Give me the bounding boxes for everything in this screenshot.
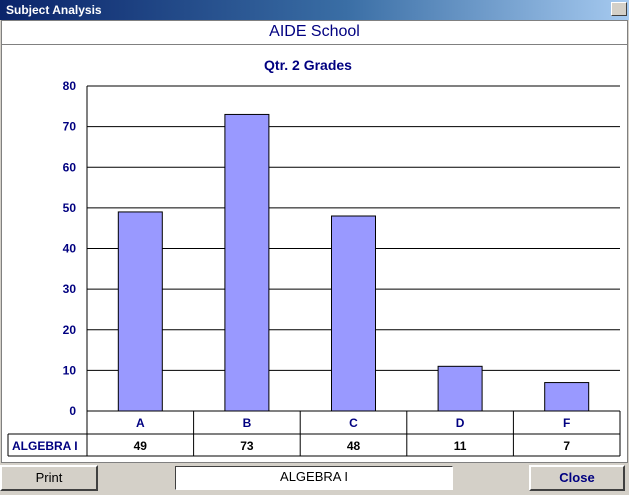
category-label: A [136,416,145,430]
category-label: C [349,416,358,430]
bar [331,215,376,412]
data-value-label: 49 [134,439,148,453]
chart-title: Qtr. 2 Grades [264,57,352,73]
y-tick-label: 30 [63,282,77,296]
y-tick-label: 0 [69,404,76,418]
y-tick-label: 80 [63,79,77,93]
title-bar: Subject Analysis [0,0,629,20]
y-tick-label: 70 [63,120,77,134]
chart-panel: AIDE School Qtr. 2 Grades 0 10 20 30 40 50 60 7… [1,20,628,463]
bar [437,365,483,412]
bar [544,382,590,412]
subject-field: ALGEBRA I [175,466,453,490]
button-bar: Print ALGEBRA I Close [0,463,629,495]
data-value-label: 48 [347,439,361,453]
data-value-label: 7 [563,439,570,453]
window-close-button[interactable] [611,2,627,16]
data-value-label: 11 [454,439,467,453]
category-label: D [456,416,465,430]
header-divider [2,44,627,45]
grades-chart: Qtr. 2 Grades 0 10 20 30 40 50 60 70 80 A 49 B 73 C 4… [7,57,621,457]
category-label: B [243,416,252,430]
close-button[interactable]: Close [529,465,625,491]
category-label: F [563,416,570,430]
y-tick-label: 10 [63,363,77,377]
window-title: Subject Analysis [6,3,102,17]
series-label: ALGEBRA I [12,439,78,453]
bar [224,113,270,412]
y-tick-label: 50 [63,201,77,215]
y-tick-label: 40 [63,242,77,256]
data-value-label: 73 [240,439,254,453]
print-button[interactable]: Print [0,465,98,491]
y-tick-label: 20 [63,323,77,337]
y-tick-label: 60 [63,160,77,174]
bar [117,211,163,412]
school-name: AIDE School [269,23,360,40]
